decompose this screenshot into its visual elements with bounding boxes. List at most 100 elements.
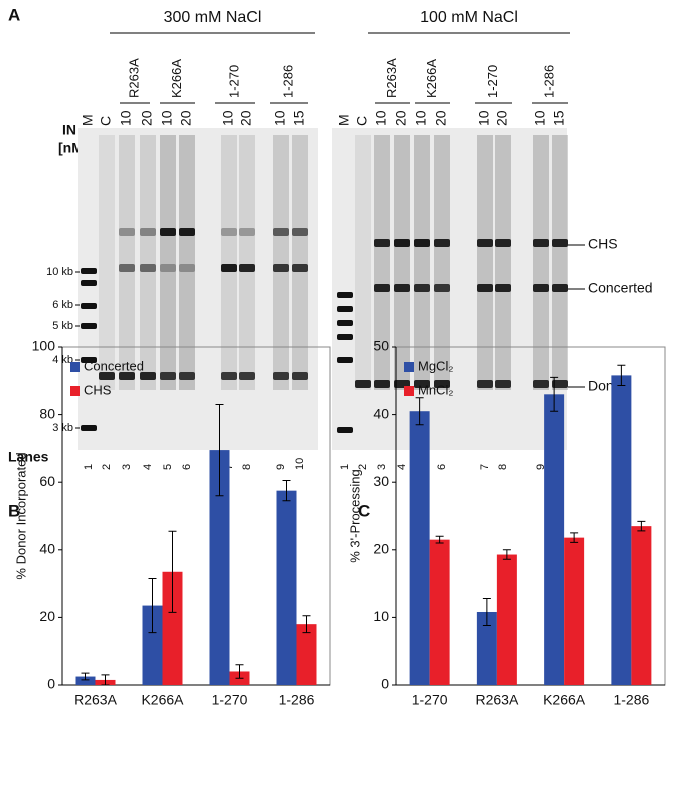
x-tick-label: 1-286: [613, 692, 649, 708]
gel-lane: [434, 135, 450, 390]
condition-label: 100 mM NaCl: [420, 9, 518, 26]
gel-band: [337, 320, 353, 326]
y-tick-label: 20: [373, 541, 389, 557]
error-bar: [282, 480, 291, 502]
gel-band: [394, 284, 410, 292]
gel-band: [160, 264, 176, 272]
y-tick-label: 0: [47, 676, 55, 692]
legend-swatch: [70, 386, 80, 396]
lane-header: 10: [373, 110, 389, 126]
gel-band: [292, 372, 308, 380]
gel-lane: [273, 135, 289, 390]
error-bar: [415, 397, 424, 426]
lane-header: 20: [494, 110, 510, 126]
lane-number: 8: [497, 464, 509, 470]
lane-header: C: [98, 116, 114, 126]
gel-band: [140, 372, 156, 380]
lane-number: 3: [376, 464, 388, 470]
gel-band: [292, 264, 308, 272]
error-bar: [482, 597, 491, 627]
gel-lane: [239, 135, 255, 390]
lane-header: 15: [551, 110, 567, 126]
lane-header: 10: [159, 110, 175, 126]
y-tick-label: 20: [39, 608, 55, 624]
bar: [142, 605, 163, 685]
legend-label: MgCl₂: [418, 358, 453, 373]
gel-band: [337, 306, 353, 312]
gel-band: [273, 228, 289, 236]
bar: [496, 554, 517, 685]
y-tick-label: 30: [373, 473, 389, 489]
error-bar: [502, 549, 511, 560]
lane-header: M: [336, 114, 352, 126]
gel-band: [119, 372, 135, 380]
lane-number: 7: [479, 464, 491, 470]
bar: [476, 611, 497, 685]
lane-number: 4: [142, 464, 154, 470]
mutant-label: 1-286: [280, 65, 295, 98]
gel-band: [99, 372, 115, 380]
gel-lane: [533, 135, 549, 390]
mutant-label: K266A: [424, 59, 439, 98]
error-bar: [570, 532, 579, 543]
mutant-label: R263A: [384, 58, 399, 98]
mutant-label: R263A: [126, 58, 141, 98]
error-bar: [302, 615, 311, 634]
x-tick-label: 1-286: [279, 692, 315, 708]
error-bar: [617, 364, 626, 387]
lane-header: 15: [291, 110, 307, 126]
lane-header: 10: [118, 110, 134, 126]
gel-band: [533, 284, 549, 292]
gel-band: [140, 228, 156, 236]
gel-band: [477, 380, 493, 388]
gel-band: [533, 239, 549, 247]
gel-band: [81, 357, 97, 363]
panel-label: A: [8, 5, 20, 24]
gel-band: [374, 239, 390, 247]
y-axis-title: % 3'-Processing: [347, 469, 362, 563]
gel-band: [337, 334, 353, 340]
legend-swatch: [404, 362, 414, 372]
lane-header: 10: [413, 110, 429, 126]
gel-band: [273, 372, 289, 380]
gel-lane: [477, 135, 493, 390]
gel-band: [552, 239, 568, 247]
legend-label: MnCl₂: [418, 382, 453, 397]
gel-band: [394, 239, 410, 247]
gel-band: [477, 239, 493, 247]
error-bar: [637, 520, 646, 532]
lane-number: 6: [181, 464, 193, 470]
y-tick-label: 80: [39, 405, 55, 421]
gel-band: [337, 427, 353, 433]
x-tick-label: K266A: [141, 692, 184, 708]
lane-number: 2: [101, 464, 113, 470]
gel-band: [434, 284, 450, 292]
error-bar: [235, 664, 244, 679]
gel-lane: [99, 135, 115, 390]
gel-band: [160, 228, 176, 236]
gel-band: [221, 372, 237, 380]
gel-band: [337, 292, 353, 298]
error-bar: [101, 674, 110, 686]
bar: [564, 537, 585, 685]
gel-band: [160, 372, 176, 380]
product-label: Concerted: [588, 280, 653, 296]
gel-lane: [394, 135, 410, 390]
gel-band: [81, 425, 97, 431]
gel-lane: [179, 135, 195, 390]
gel-band: [434, 239, 450, 247]
gel-band: [374, 284, 390, 292]
y-tick-label: 60: [39, 473, 55, 489]
lane-header: 20: [238, 110, 254, 126]
lanes-label: Lanes: [8, 449, 49, 465]
gel-band: [477, 284, 493, 292]
gel-lane: [374, 135, 390, 390]
lane-number: 1: [83, 464, 95, 470]
gel-band: [239, 228, 255, 236]
gel-band: [81, 268, 97, 274]
legend-swatch: [70, 362, 80, 372]
y-tick-label: 0: [381, 676, 389, 692]
gel-band: [292, 228, 308, 236]
lane-number: 3: [121, 464, 133, 470]
